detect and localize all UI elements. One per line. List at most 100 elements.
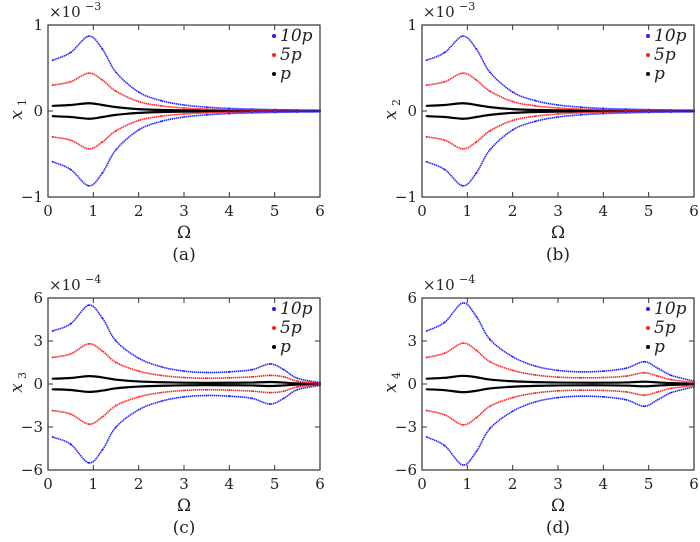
series-p-lower-branch — [52, 109, 321, 120]
data-point-p — [205, 381, 208, 384]
data-point-5p — [160, 115, 163, 118]
data-point-10p — [511, 355, 514, 358]
data-point-10p — [489, 148, 491, 151]
data-point-p — [205, 110, 208, 113]
legend-marker-5p — [272, 326, 276, 330]
data-point-p — [160, 111, 163, 113]
data-point-p — [602, 384, 605, 387]
data-point-p — [101, 376, 104, 379]
legend-marker-10p — [272, 307, 276, 311]
x-tick-label: 4 — [599, 475, 609, 493]
data-point-10p — [511, 129, 514, 131]
x-tick-label: 4 — [225, 202, 235, 220]
data-point-10p — [115, 148, 117, 151]
data-point-p — [87, 117, 90, 120]
data-point-10p — [269, 363, 272, 365]
data-point-5p — [579, 111, 582, 114]
data-point-5p — [87, 72, 90, 75]
data-point-10p — [670, 111, 673, 113]
data-point-p — [511, 108, 514, 111]
data-point-5p — [461, 423, 464, 426]
data-point-5p — [534, 104, 537, 107]
data-point-p — [228, 381, 231, 384]
legend-label-10p: 10p — [654, 26, 687, 46]
data-point-5p — [282, 375, 285, 378]
data-point-10p — [579, 113, 582, 116]
data-point-p — [183, 110, 185, 113]
legend-label-p: p — [280, 337, 291, 357]
data-point-5p — [511, 100, 514, 103]
data-point-10p — [557, 104, 559, 106]
data-point-5p — [489, 405, 491, 408]
data-point-10p — [489, 338, 491, 341]
data-point-10p — [296, 111, 299, 113]
data-point-p — [137, 108, 140, 111]
legend-marker-p — [272, 345, 276, 349]
data-point-5p — [511, 396, 514, 399]
data-point-10p — [228, 395, 231, 398]
x-tick-label: 3 — [553, 475, 563, 493]
data-point-p — [115, 387, 117, 390]
y-axis-label-subscript: 3 — [16, 372, 29, 379]
data-point-p — [557, 381, 559, 384]
data-point-5p — [475, 141, 478, 143]
y-tick-label: 0 — [33, 102, 43, 120]
data-point-5p — [69, 413, 72, 415]
data-point-10p — [87, 184, 90, 187]
data-point-10p — [69, 168, 72, 171]
data-point-5p — [160, 391, 163, 394]
data-point-5p — [489, 129, 491, 132]
y-tick-label: −1 — [21, 188, 43, 206]
data-point-p — [643, 380, 646, 383]
data-point-5p — [51, 135, 54, 138]
data-point-10p — [282, 397, 285, 400]
x-tick-label: 2 — [508, 202, 518, 220]
data-point-5p — [101, 141, 104, 143]
y-tick-label: 6 — [407, 289, 417, 307]
data-point-10p — [625, 108, 627, 111]
data-point-p — [643, 385, 646, 388]
data-point-10p — [101, 317, 104, 319]
y-tick-label: 0 — [33, 375, 43, 393]
data-point-10p — [534, 99, 537, 102]
series-10p-upper-branch — [52, 304, 321, 384]
data-point-10p — [228, 370, 231, 373]
legend-label-10p: 10p — [280, 299, 313, 319]
data-point-p — [461, 391, 464, 394]
y-multiplier-exponent: −4 — [459, 273, 475, 286]
legend-label-5p: 5p — [280, 45, 302, 65]
series-p-lower-branch — [426, 383, 695, 394]
x-tick-label: 2 — [508, 475, 518, 493]
data-point-5p — [101, 79, 104, 81]
data-point-5p — [489, 360, 491, 363]
data-point-5p — [137, 396, 140, 398]
data-point-10p — [251, 397, 253, 400]
data-point-p — [579, 384, 582, 387]
panel-label: (d) — [546, 518, 570, 538]
data-point-5p — [296, 380, 299, 383]
data-point-p — [579, 110, 582, 113]
data-point-5p — [656, 390, 659, 393]
data-point-p — [69, 104, 72, 106]
data-point-p — [475, 389, 478, 392]
data-point-10p — [296, 377, 299, 380]
data-point-p — [489, 387, 491, 390]
data-point-p — [511, 380, 514, 383]
data-point-5p — [443, 413, 446, 416]
x-tick-label: 1 — [463, 475, 473, 493]
data-point-5p — [183, 107, 185, 109]
data-point-5p — [534, 392, 537, 394]
data-point-5p — [557, 107, 559, 109]
data-point-5p — [69, 353, 72, 355]
data-point-5p — [69, 139, 72, 142]
x-axis-label: Ω — [177, 223, 191, 243]
y-tick-label: 1 — [33, 16, 43, 34]
data-point-10p — [557, 369, 559, 372]
x-tick-label: 6 — [315, 475, 325, 493]
data-point-5p — [643, 371, 646, 374]
data-point-5p — [282, 390, 285, 393]
data-point-10p — [461, 464, 464, 466]
data-point-p — [269, 381, 272, 383]
data-point-10p — [87, 461, 90, 464]
x-axis-label: Ω — [551, 223, 565, 243]
